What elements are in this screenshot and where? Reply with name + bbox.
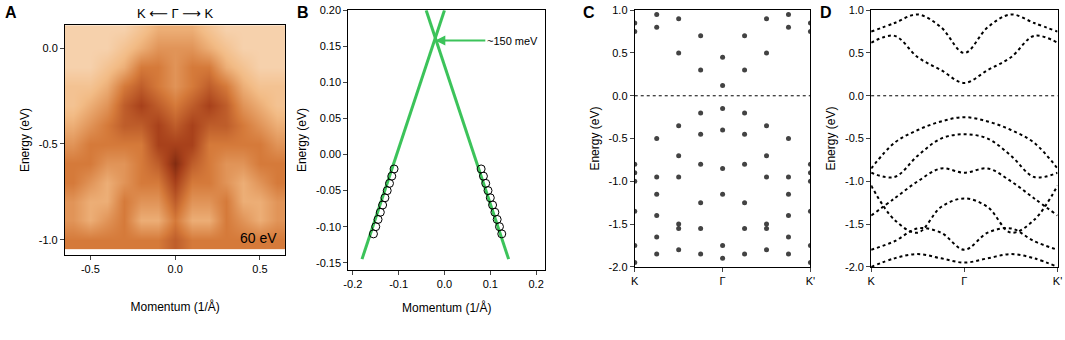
svg-text:-0.05: -0.05 <box>316 184 341 196</box>
svg-text:-0.5: -0.5 <box>845 132 864 144</box>
svg-text:0.0: 0.0 <box>612 90 627 102</box>
svg-text:0.5: 0.5 <box>849 47 864 59</box>
svg-text:Energy (eV): Energy (eV) <box>295 108 309 172</box>
svg-text:Γ: Γ <box>720 275 726 287</box>
svg-text:-0.10: -0.10 <box>316 221 341 233</box>
svg-text:0.15: 0.15 <box>320 40 341 52</box>
svg-text:0.0: 0.0 <box>849 90 864 102</box>
svg-text:Momentum (1/Å): Momentum (1/Å) <box>402 300 491 315</box>
svg-text:Momentum (1/Å): Momentum (1/Å) <box>131 299 220 314</box>
svg-text:K': K' <box>806 275 815 287</box>
svg-text:-0.5: -0.5 <box>609 132 628 144</box>
svg-text:60 eV: 60 eV <box>240 230 277 246</box>
svg-text:0.0: 0.0 <box>437 278 452 290</box>
svg-text:-2.0: -2.0 <box>609 261 628 273</box>
svg-text:-0.1: -0.1 <box>389 278 408 290</box>
svg-text:Γ: Γ <box>961 275 967 287</box>
svg-text:A: A <box>5 4 17 21</box>
svg-text:-0.5: -0.5 <box>39 138 58 150</box>
svg-text:-0.2: -0.2 <box>343 278 362 290</box>
svg-text:K': K' <box>1053 275 1062 287</box>
svg-text:1.0: 1.0 <box>612 4 627 16</box>
svg-text:1.0: 1.0 <box>849 4 864 16</box>
svg-text:B: B <box>297 4 309 21</box>
svg-text:Energy (eV): Energy (eV) <box>824 107 838 171</box>
svg-text:0.05: 0.05 <box>320 112 341 124</box>
svg-text:0.5: 0.5 <box>612 47 627 59</box>
svg-text:-1.0: -1.0 <box>845 175 864 187</box>
svg-text:0.20: 0.20 <box>320 4 341 16</box>
svg-text:K ⟵ Γ ⟶ K: K ⟵ Γ ⟶ K <box>137 6 214 21</box>
svg-text:0.0: 0.0 <box>42 42 57 54</box>
svg-text:-1.0: -1.0 <box>609 175 628 187</box>
svg-text:K: K <box>631 275 639 287</box>
svg-text:C: C <box>583 4 595 21</box>
svg-text:0.00: 0.00 <box>320 148 341 160</box>
svg-text:-1.5: -1.5 <box>845 218 864 230</box>
svg-text:0.2: 0.2 <box>528 278 543 290</box>
svg-text:0.1: 0.1 <box>483 278 498 290</box>
svg-text:-1.5: -1.5 <box>609 218 628 230</box>
svg-text:0.0: 0.0 <box>168 263 183 275</box>
svg-text:-1.0: -1.0 <box>39 234 58 246</box>
svg-text:0.5: 0.5 <box>252 263 267 275</box>
svg-text:D: D <box>820 4 832 21</box>
svg-text:Energy (eV): Energy (eV) <box>588 107 602 171</box>
svg-text:K: K <box>867 275 875 287</box>
svg-text:Energy (eV): Energy (eV) <box>18 108 32 172</box>
svg-text:-0.5: -0.5 <box>81 263 100 275</box>
svg-text:0.10: 0.10 <box>320 76 341 88</box>
svg-text:~150 meV: ~150 meV <box>487 35 538 47</box>
svg-text:-0.15: -0.15 <box>316 257 341 269</box>
svg-text:-2.0: -2.0 <box>845 261 864 273</box>
